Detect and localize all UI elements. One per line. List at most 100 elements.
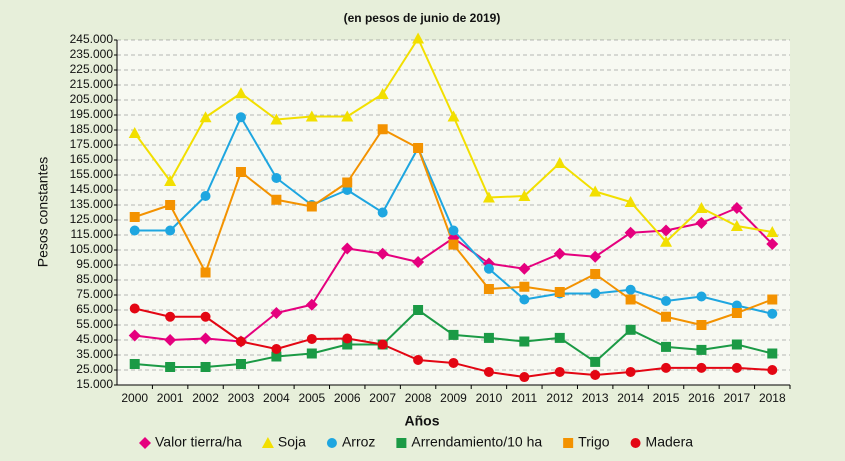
marker [624,226,637,239]
marker [326,438,337,448]
y-tick-label: 195.000 [70,107,114,121]
marker [129,225,140,236]
marker [235,336,246,347]
marker [730,202,743,214]
marker [731,339,742,350]
marker [396,438,407,448]
x-tick-label: 2014 [617,391,644,405]
y-tick-label: 15.000 [76,377,113,391]
x-tick-label: 2009 [440,391,467,405]
marker [483,366,494,377]
marker [660,224,673,237]
legend-label: Valor tierra/ha [155,434,242,450]
marker [625,284,636,295]
marker [661,296,672,306]
marker [342,333,353,344]
x-tick-label: 2015 [653,391,680,405]
marker [482,191,495,203]
y-tick-label: 165.000 [70,152,114,166]
marker [165,311,176,322]
marker [554,366,565,377]
marker [342,339,353,350]
marker [625,324,636,335]
marker [261,437,274,448]
marker [695,217,708,229]
marker [128,329,141,342]
y-tick-label: 205.000 [70,92,114,106]
marker [695,202,708,213]
marker [139,437,151,449]
marker [590,288,601,299]
marker [200,362,211,372]
marker [235,112,246,123]
x-tick-label: 2010 [476,391,503,405]
marker [413,143,424,153]
marker [554,332,565,343]
marker [731,308,742,318]
marker [766,226,779,237]
marker [625,366,636,377]
marker [271,344,282,354]
marker [519,281,530,292]
y-tick-label: 105.000 [70,242,114,256]
marker [377,124,388,135]
legend-label: Trigo [578,434,610,450]
marker [483,263,494,274]
marker [413,354,424,365]
marker [766,238,779,250]
x-tick-label: 2011 [511,391,537,405]
marker [730,220,743,231]
legend-label: Arrendamiento/10 ha [411,434,542,450]
marker [447,110,460,122]
marker [448,225,459,236]
y-tick-label: 55.000 [76,317,113,331]
marker [165,362,176,372]
marker [128,127,141,138]
marker [483,284,494,294]
y-tick-label: 125.000 [70,212,114,226]
marker [767,365,778,375]
y-tick-label: 35.000 [76,347,113,361]
marker [448,357,459,368]
marker [590,369,601,380]
marker [590,269,601,279]
y-tick-label: 235.000 [70,47,114,61]
marker [199,332,212,345]
marker [165,225,176,236]
marker [377,207,388,218]
marker [306,333,317,344]
x-tick-label: 2003 [228,391,255,405]
marker [129,212,140,222]
marker [448,239,459,250]
marker [129,303,140,314]
marker [234,87,247,99]
marker [376,88,389,99]
marker [200,267,211,278]
marker [624,196,637,207]
marker [696,320,707,330]
x-tick-label: 2007 [369,391,396,405]
marker [271,351,282,362]
y-tick-label: 135.000 [70,197,114,211]
y-tick-label: 115.000 [71,227,114,241]
marker [306,348,317,359]
marker [165,200,176,210]
x-tick-label: 2002 [192,391,219,405]
marker [519,336,530,347]
marker [661,311,672,322]
y-tick-label: 155.000 [70,167,114,181]
marker [413,305,424,315]
marker [767,348,778,359]
marker [200,311,211,322]
marker [731,362,742,373]
marker [270,307,283,319]
x-tick-label: 2016 [688,391,715,405]
marker [412,256,425,268]
legend-label: Madera [646,434,694,450]
marker [412,32,425,44]
y-tick-label: 25.000 [76,362,113,376]
marker [271,194,282,205]
legend-label: Arroz [342,434,375,450]
marker [696,362,707,373]
y-tick-label: 245.000 [70,32,114,46]
